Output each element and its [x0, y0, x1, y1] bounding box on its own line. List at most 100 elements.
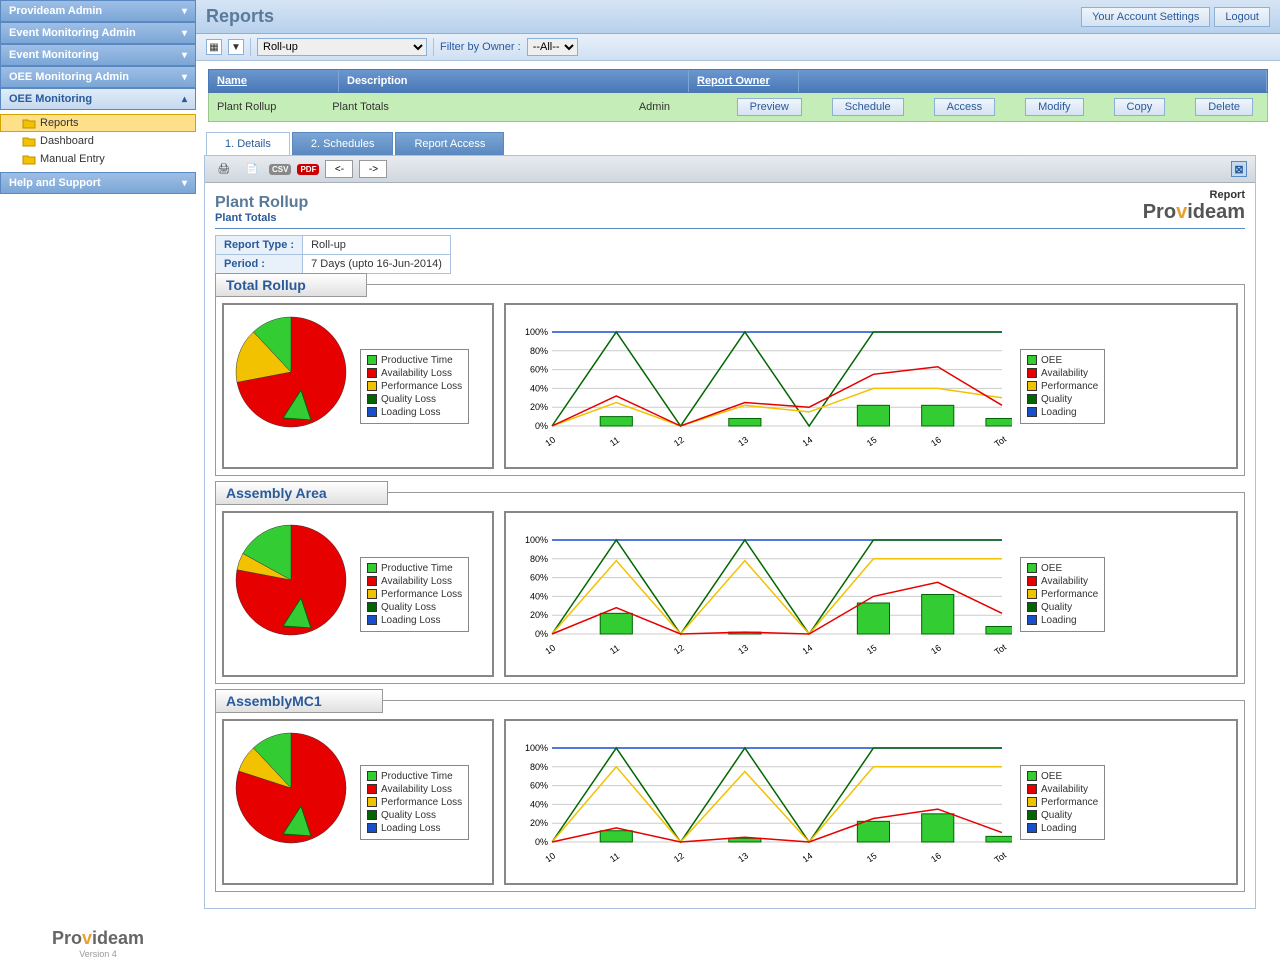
section-title: Total Rollup [215, 273, 367, 297]
svg-text:0%: 0% [535, 837, 548, 847]
header: Reports Your Account Settings Logout [196, 0, 1280, 34]
export-icon[interactable]: 📄 [241, 160, 263, 178]
svg-text:100%: 100% [525, 327, 548, 337]
sidebar-panel-provideam-admin[interactable]: Provideam Admin▾ [0, 0, 196, 22]
tree-item-manual-entry[interactable]: Manual Entry [0, 150, 196, 168]
report-title: Plant Rollup [215, 194, 308, 212]
toolbar: ▦ ▼ Roll-up Filter by Owner : --All-- [196, 34, 1280, 61]
svg-text:40%: 40% [530, 591, 548, 601]
grid-col-description: Description [339, 70, 689, 92]
filter-icon[interactable]: ▼ [228, 39, 244, 55]
chart-legend: OEEAvailabilityPerformanceQualityLoading [1020, 765, 1105, 840]
report-subtitle: Plant Totals [215, 212, 308, 224]
svg-text:60%: 60% [530, 365, 548, 375]
close-icon[interactable]: ⊠ [1231, 161, 1247, 177]
report-panel: 🖨 📄 CSV PDF <- -> ⊠ Plant Rollup Plant T… [204, 155, 1256, 909]
account-settings-button[interactable]: Your Account Settings [1081, 7, 1210, 27]
chevron-up-icon: ▴ [182, 94, 187, 105]
line-chart: 0%20%40%60%80%100%10111213141516Tot OEEA… [504, 303, 1238, 469]
chart-legend: OEEAvailabilityPerformanceQualityLoading [1020, 557, 1105, 632]
delete-button[interactable]: Delete [1195, 98, 1253, 116]
pie-chart: Productive TimeAvailability LossPerforma… [222, 719, 494, 885]
sidebar-footer: Provideam Version 4 [0, 918, 196, 969]
pdf-export-button[interactable]: PDF [297, 164, 319, 175]
sidebar-panel-help-support[interactable]: Help and Support▾ [0, 172, 196, 194]
tab-report-access[interactable]: Report Access [395, 132, 504, 155]
chart-legend: OEEAvailabilityPerformanceQualityLoading [1020, 349, 1105, 424]
report-label: Report [1143, 189, 1245, 201]
sidebar-panel-oee-monitoring-admin[interactable]: OEE Monitoring Admin▾ [0, 66, 196, 88]
grid-cell-name: Plant Rollup [209, 96, 324, 118]
svg-text:20%: 20% [530, 610, 548, 620]
svg-text:0%: 0% [535, 629, 548, 639]
chart-legend: Productive TimeAvailability LossPerforma… [360, 349, 469, 424]
access-button[interactable]: Access [934, 98, 995, 116]
chevron-down-icon: ▾ [182, 50, 187, 61]
print-icon[interactable]: 🖨 [213, 160, 235, 178]
svg-text:80%: 80% [530, 346, 548, 356]
logout-button[interactable]: Logout [1214, 7, 1270, 27]
csv-export-button[interactable]: CSV [269, 164, 291, 175]
svg-text:20%: 20% [530, 818, 548, 828]
next-button[interactable]: -> [359, 160, 387, 178]
report-section: Total Rollup Productive TimeAvailability… [215, 284, 1245, 476]
svg-text:80%: 80% [530, 554, 548, 564]
svg-text:100%: 100% [525, 743, 548, 753]
svg-text:20%: 20% [530, 402, 548, 412]
svg-text:80%: 80% [530, 762, 548, 772]
report-section: AssemblyMC1 Productive TimeAvailability … [215, 700, 1245, 892]
brand-logo: Provideam [52, 928, 144, 948]
line-chart: 0%20%40%60%80%100%10111213141516Tot OEEA… [504, 719, 1238, 885]
modify-button[interactable]: Modify [1025, 98, 1083, 116]
version-label: Version 4 [10, 949, 186, 959]
grid-cell-owner: Admin [631, 96, 729, 118]
pie-chart: Productive TimeAvailability LossPerforma… [222, 511, 494, 677]
folder-icon [22, 117, 36, 129]
section-title: AssemblyMC1 [215, 689, 383, 713]
filter-owner-select[interactable]: --All-- [527, 38, 578, 56]
copy-button[interactable]: Copy [1114, 98, 1166, 116]
chevron-down-icon: ▾ [182, 28, 187, 39]
folder-icon [22, 135, 36, 147]
folder-icon [22, 153, 36, 165]
page-title: Reports [206, 6, 1077, 27]
tab-schedules[interactable]: 2. Schedules [292, 132, 394, 155]
tree-item-reports[interactable]: Reports [0, 114, 196, 132]
schedule-button[interactable]: Schedule [832, 98, 904, 116]
tabs: 1. Details 2. Schedules Report Access [206, 132, 1268, 155]
grid-icon[interactable]: ▦ [206, 39, 222, 55]
chevron-down-icon: ▾ [182, 6, 187, 17]
chevron-down-icon: ▾ [182, 178, 187, 189]
line-chart: 0%20%40%60%80%100%10111213141516Tot OEEA… [504, 511, 1238, 677]
grid-col-name[interactable]: Name [209, 70, 339, 92]
sidebar: Provideam Admin▾ Event Monitoring Admin▾… [0, 0, 196, 969]
filter-owner-label: Filter by Owner : [440, 41, 521, 53]
report-type-select[interactable]: Roll-up [257, 38, 427, 56]
brand-logo: Provideam [1143, 201, 1245, 223]
grid-col-owner[interactable]: Report Owner [689, 70, 799, 92]
preview-button[interactable]: Preview [737, 98, 802, 116]
report-section: Assembly Area Productive TimeAvailabilit… [215, 492, 1245, 684]
chevron-down-icon: ▾ [182, 72, 187, 83]
svg-text:100%: 100% [525, 535, 548, 545]
report-grid: Name Description Report Owner Plant Roll… [208, 69, 1268, 122]
tree-item-dashboard[interactable]: Dashboard [0, 132, 196, 150]
grid-row[interactable]: Plant Rollup Plant Totals Admin Preview … [208, 93, 1268, 122]
svg-text:60%: 60% [530, 781, 548, 791]
chart-legend: Productive TimeAvailability LossPerforma… [360, 765, 469, 840]
prev-button[interactable]: <- [325, 160, 353, 178]
chart-legend: Productive TimeAvailability LossPerforma… [360, 557, 469, 632]
sidebar-tree: Reports Dashboard Manual Entry [0, 110, 196, 172]
svg-text:40%: 40% [530, 383, 548, 393]
section-title: Assembly Area [215, 481, 388, 505]
svg-text:60%: 60% [530, 573, 548, 583]
report-meta-table: Report Type :Roll-up Period :7 Days (upt… [215, 235, 451, 274]
sidebar-panel-oee-monitoring[interactable]: OEE Monitoring▴ [0, 88, 196, 110]
sidebar-panel-event-monitoring-admin[interactable]: Event Monitoring Admin▾ [0, 22, 196, 44]
pie-chart: Productive TimeAvailability LossPerforma… [222, 303, 494, 469]
tab-details[interactable]: 1. Details [206, 132, 290, 155]
svg-text:40%: 40% [530, 799, 548, 809]
sidebar-panel-event-monitoring[interactable]: Event Monitoring▾ [0, 44, 196, 66]
svg-text:0%: 0% [535, 421, 548, 431]
grid-cell-description: Plant Totals [324, 96, 631, 118]
